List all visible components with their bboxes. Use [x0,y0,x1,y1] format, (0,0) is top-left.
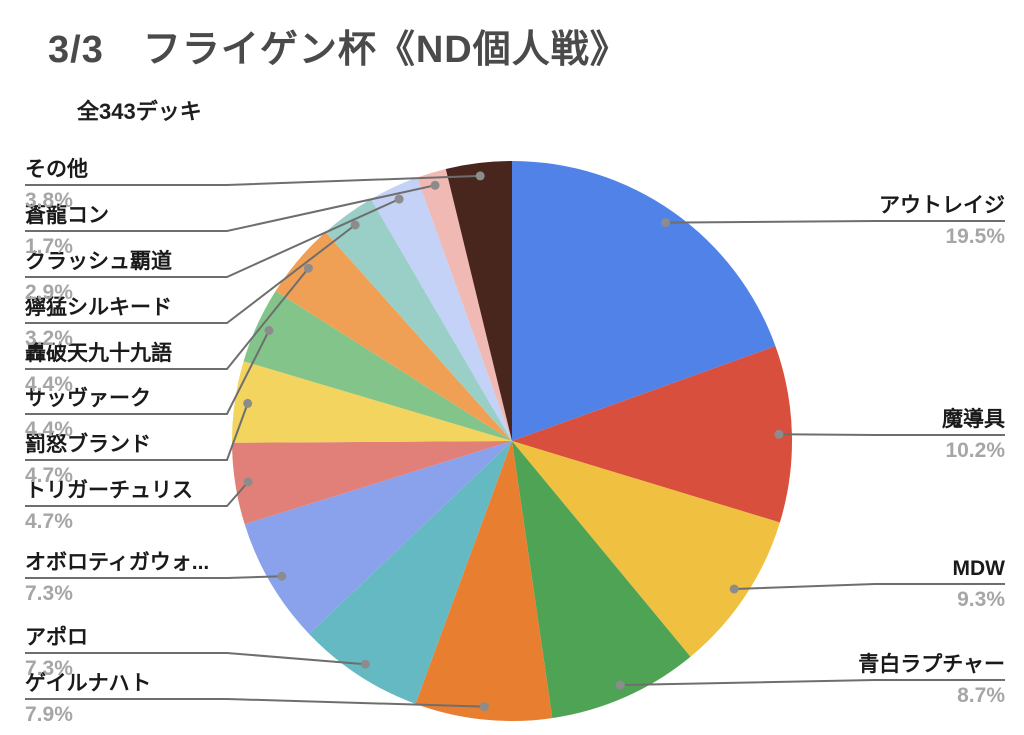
slice-label: 獰猛シルキード [25,296,172,319]
leader-line [25,329,270,415]
pie-slice [232,441,512,525]
leader-line [665,220,1005,224]
slice-percent: 4.7% [25,464,73,487]
leader-dot [264,325,274,335]
leader-dot [243,477,253,487]
slice-label: ゲイルナハト [25,672,152,695]
slice-label: MDW [952,557,1005,580]
leader-line [25,184,436,232]
chart-subtitle: 全343デッキ [77,99,202,124]
slice-label: トリガーチュリス [25,479,193,502]
pie-slice [243,290,513,441]
leader-line [25,481,249,507]
slice-label: 蒼龍コン [25,204,109,227]
leader-dot [430,180,440,190]
leader-line [25,575,282,579]
leader-dot [479,702,489,712]
pie-slice [512,441,780,657]
leader-dot [394,194,404,204]
pie-slice [232,361,512,443]
slice-label: 青白ラプチャー [858,653,1005,676]
leader-dot [303,263,313,273]
pie-slice [512,161,776,441]
pie-slice [512,441,691,719]
leader-line [25,224,356,324]
slice-percent: 9.3% [957,588,1005,611]
leader-dot [277,571,287,581]
slice-percent: 19.5% [945,225,1005,248]
slice-label: 罰怒ブランド [25,433,151,456]
leader-dot [360,659,370,669]
leader-dot [661,218,670,228]
leader-dot [350,220,360,230]
leader-dot [774,429,784,439]
slice-label: オボロティガウォ... [25,551,210,574]
slice-label: 轟破天九十九語 [25,342,172,365]
slice-percent: 8.7% [957,684,1005,707]
slice-percent: 7.3% [25,657,73,680]
slice-percent: 3.2% [25,327,73,350]
pie-slice [275,232,512,441]
leader-dot [475,171,485,181]
leader-line [25,174,481,186]
chart-title: 3/3 フライゲン杯《ND個人戦》 [48,29,629,71]
pie-slice [244,441,512,634]
slice-label: アウトレイジ [879,194,1005,217]
slice-percent: 7.9% [25,703,73,726]
leader-line [734,583,1005,590]
leader-line [25,698,485,708]
leader-line [25,652,366,666]
slice-label: アポロ [25,626,88,649]
pie-slice [415,441,553,722]
pie-slice [370,177,512,442]
slice-percent: 7.3% [25,582,73,605]
leader-line [25,198,400,278]
leader-line [778,433,1005,436]
slice-percent: 4.7% [25,510,73,533]
pie-slice [512,346,793,523]
leader-line [25,267,310,370]
slice-label: クラッシュ覇道 [25,250,172,273]
pie-slice [325,199,512,441]
slice-percent: 4.4% [25,418,73,441]
leader-line [25,403,249,461]
slice-percent: 1.7% [25,235,73,258]
slice-label: サッヴァーク [25,387,151,410]
leader-dot [615,680,625,690]
pie-slice [445,161,512,441]
leader-line [620,679,1005,686]
slice-percent: 10.2% [945,439,1005,462]
slice-percent: 4.4% [25,373,73,396]
pie-slice [417,168,512,441]
slice-label: 魔導具 [942,408,1005,431]
pie-slice [309,441,512,704]
slice-percent: 2.9% [25,281,73,304]
leader-dot [243,398,253,408]
leader-dot [729,584,739,594]
slice-label: その他 [25,158,88,181]
slice-percent: 3.8% [25,189,73,212]
